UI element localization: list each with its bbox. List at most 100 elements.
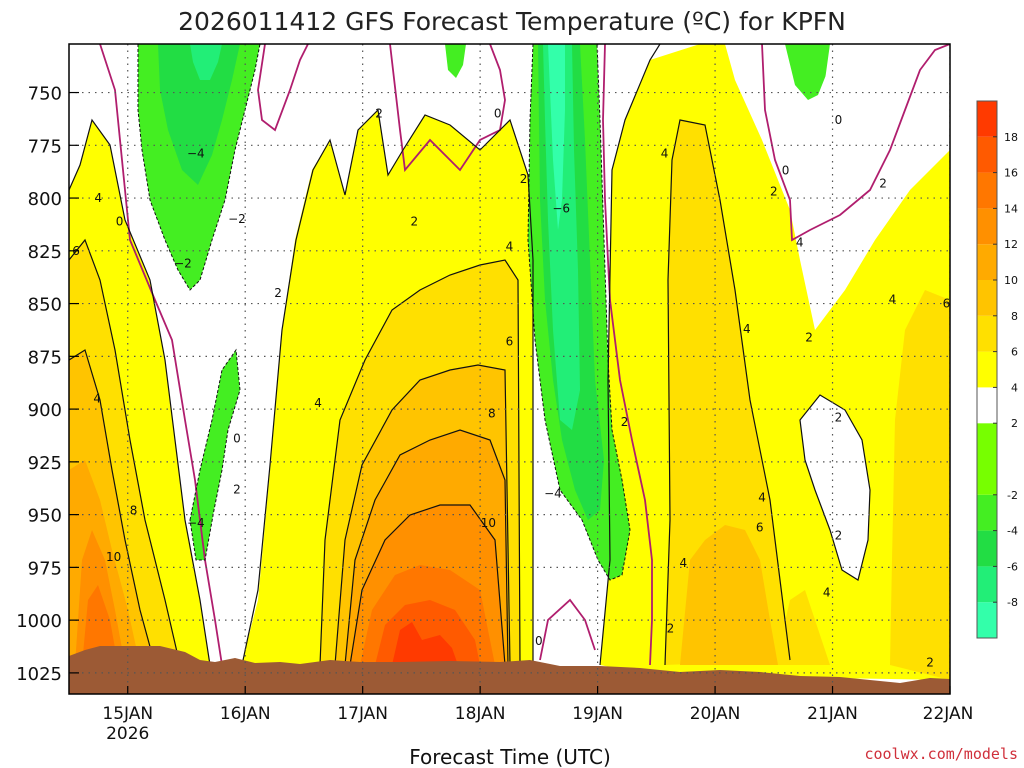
x-tick-label: 18JAN bbox=[455, 704, 506, 724]
contour-line-2-east bbox=[599, 44, 661, 666]
contour-label: 2 bbox=[667, 622, 675, 636]
contour-freezing-west bbox=[99, 44, 223, 666]
contour-label: 2 bbox=[835, 411, 843, 425]
contour-label: 2 bbox=[274, 286, 282, 300]
field-green-east-top bbox=[785, 44, 830, 100]
contour-label: 2 bbox=[411, 214, 419, 228]
x-tick-label: 20JAN bbox=[690, 704, 741, 724]
colorbar-label: 2 bbox=[1011, 417, 1018, 430]
colorbar-segment bbox=[977, 172, 997, 209]
contour-label: 0 bbox=[233, 432, 241, 446]
colorbar-label: 12 bbox=[1004, 238, 1018, 251]
contour-label: −2 bbox=[174, 256, 192, 270]
plot-frame bbox=[68, 43, 951, 695]
y-tick-label: 850 bbox=[28, 295, 62, 316]
colorbar-label: 4 bbox=[1011, 381, 1018, 394]
colorbar-label: 16 bbox=[1004, 167, 1018, 180]
contour-label: −4 bbox=[187, 147, 205, 161]
x-tick-label: 21JAN bbox=[807, 704, 858, 724]
contour-line-2-far-east bbox=[799, 394, 871, 581]
colorbar-label: -4 bbox=[1007, 525, 1018, 538]
colorbar-label: 18 bbox=[1004, 131, 1018, 144]
contour-label: −4 bbox=[187, 516, 205, 530]
colorbar-segment bbox=[977, 136, 997, 173]
field-white-east-top bbox=[810, 44, 950, 220]
contour-dashed-trough bbox=[527, 44, 631, 581]
contour-label: 4 bbox=[314, 396, 322, 410]
field-green4-upper-west bbox=[158, 44, 240, 185]
terrain bbox=[69, 646, 950, 694]
contour-label: 4 bbox=[743, 322, 751, 336]
contour-label: 2 bbox=[926, 655, 934, 669]
field-orange6-east bbox=[680, 525, 778, 665]
y-tick-label: 775 bbox=[28, 136, 62, 157]
credit-text: coolwx.com/models bbox=[864, 745, 1018, 763]
colorbar-label: -2 bbox=[1007, 489, 1018, 502]
field-green-top-mid bbox=[445, 44, 466, 78]
x-tick-label: 17JAN bbox=[337, 704, 388, 724]
y-tick-label: 950 bbox=[28, 506, 62, 527]
contour-label: 2 bbox=[879, 176, 887, 190]
contour-label: 4 bbox=[661, 147, 669, 161]
x-tick-year: 2026 bbox=[106, 724, 149, 744]
contour-label: 2 bbox=[805, 330, 813, 344]
x-tick-label: 15JAN bbox=[102, 704, 153, 724]
x-axis: 15JAN 16JAN 17JAN 18JAN 19JAN 20JAN 21JAN 22JAN… bbox=[102, 686, 973, 744]
field-orange12-west bbox=[82, 585, 118, 665]
contour-label: −2 bbox=[228, 212, 246, 226]
contour-label: 0 bbox=[835, 113, 843, 127]
contour-line-4-east bbox=[664, 119, 791, 666]
grid bbox=[69, 44, 950, 694]
contour-label: 2 bbox=[375, 107, 383, 121]
colorbar-label: 10 bbox=[1004, 274, 1018, 287]
contour-line-8-center bbox=[344, 429, 509, 666]
y-tick-label: 750 bbox=[28, 84, 62, 105]
contour-label: 2 bbox=[233, 482, 241, 496]
field-green6-upper-west bbox=[190, 44, 222, 80]
contour-label: 4 bbox=[823, 586, 831, 600]
y-tick-label: 825 bbox=[28, 242, 62, 263]
colorbar-segment bbox=[977, 423, 997, 495]
contour-label: 6 bbox=[756, 520, 764, 534]
chart-title: 2026011412 GFS Forecast Temperature (ºC)… bbox=[178, 7, 846, 36]
colorbar-segment bbox=[977, 208, 997, 245]
plot-area: 6404810−4−2−2202−44220426810−6−402402444… bbox=[69, 44, 950, 694]
contour-label: 8 bbox=[130, 503, 138, 517]
colorbar-segment bbox=[977, 602, 997, 638]
colorbar: 18 16 14 12 10 8 6 4 2 -2 -4 -6 -8 bbox=[976, 100, 1018, 639]
field-green-mid-west bbox=[190, 350, 240, 560]
contour-labels: 6404810−4−2−2202−44220426810−6−402402444… bbox=[72, 107, 950, 670]
contour-label: 4 bbox=[95, 191, 103, 205]
contour-line-2-center bbox=[241, 108, 534, 666]
colorbar-segment bbox=[977, 351, 997, 388]
colorbar-segment bbox=[977, 244, 997, 280]
y-tick-label: 1025 bbox=[16, 664, 62, 685]
field-orange4-east bbox=[665, 120, 790, 665]
colorbar-label: 6 bbox=[1011, 346, 1018, 359]
y-axis: 750 775 800 825 850 875 900 925 950 975 1000 1025 bbox=[16, 84, 79, 685]
contour-label: 2 bbox=[835, 529, 843, 543]
x-axis-label: Forecast Time (UTC) bbox=[409, 745, 611, 768]
y-tick-label: 975 bbox=[28, 558, 62, 579]
field-orange4-far-east bbox=[890, 290, 950, 680]
contour-label: 0 bbox=[535, 634, 543, 648]
contour-freezing-east bbox=[602, 44, 653, 666]
contour-label: 4 bbox=[796, 235, 804, 249]
y-tick-label: 875 bbox=[28, 347, 62, 368]
x-tick-label: 19JAN bbox=[572, 704, 623, 724]
contour-label: 10 bbox=[106, 550, 121, 564]
y-tick-label: 925 bbox=[28, 453, 62, 474]
colorbar-segment bbox=[977, 387, 997, 424]
colorbar-segment bbox=[977, 101, 997, 137]
contour-line-6-center bbox=[334, 364, 511, 666]
colorbar-label: -8 bbox=[1007, 596, 1018, 609]
y-tick-label: 900 bbox=[28, 400, 62, 421]
contour-line-2-west bbox=[69, 118, 211, 666]
contour-label: 0 bbox=[494, 107, 502, 121]
field-white-east-pocket bbox=[800, 395, 870, 580]
contour-label: 0 bbox=[782, 164, 790, 178]
colorbar-label: -6 bbox=[1007, 560, 1018, 573]
colorbar-label: 8 bbox=[1011, 310, 1018, 323]
x-tick-label: 22JAN bbox=[923, 704, 974, 724]
contour-label: 4 bbox=[758, 491, 766, 505]
